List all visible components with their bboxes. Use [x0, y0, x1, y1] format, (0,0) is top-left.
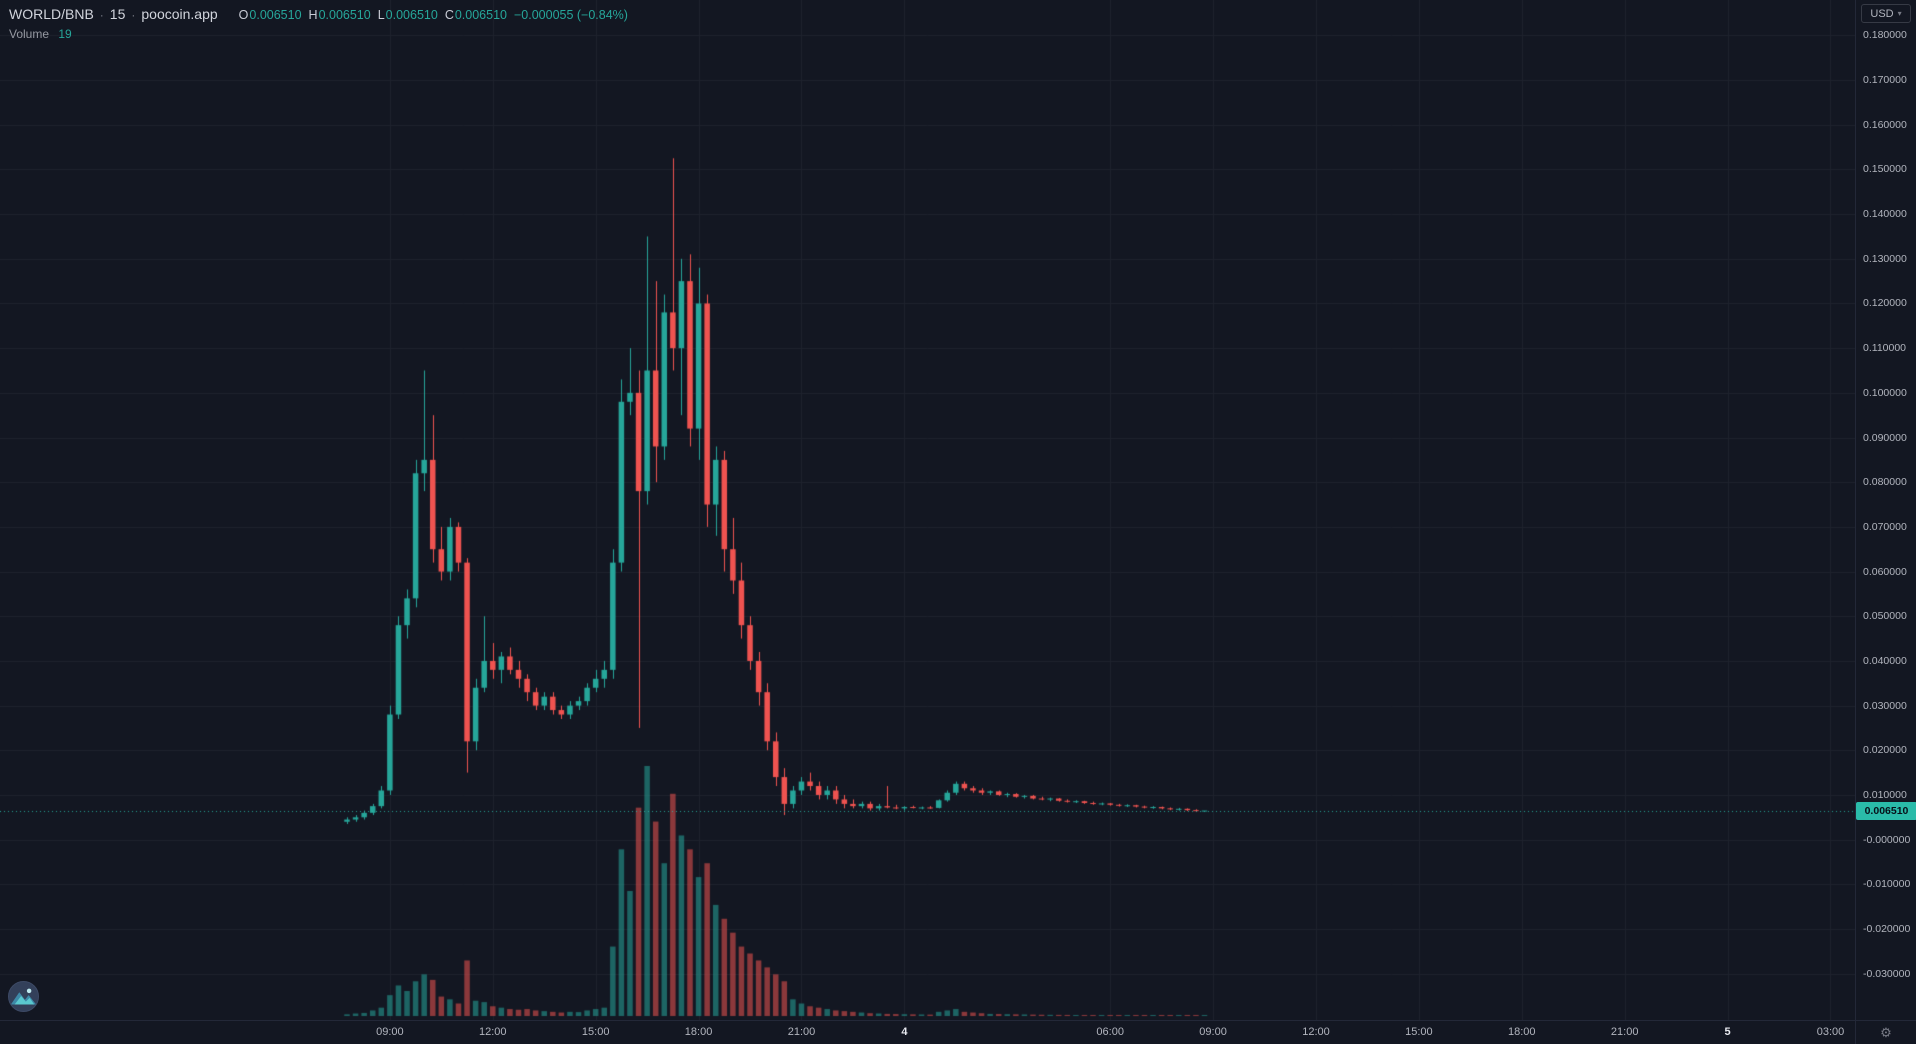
- time-tick-label: 09:00: [1199, 1026, 1227, 1038]
- price-tick-label: -0.000000: [1863, 833, 1911, 846]
- volume-row: Volume 19: [9, 27, 628, 41]
- price-tick-label: 0.170000: [1863, 74, 1907, 87]
- price-tick-label: -0.030000: [1863, 967, 1911, 980]
- time-tick-day-label: 5: [1724, 1026, 1731, 1038]
- chart-legend: WORLD/BNB · 15 · poocoin.app O 0.006510 H…: [9, 6, 628, 41]
- chart-logo[interactable]: [8, 981, 39, 1012]
- price-tick-label: 0.080000: [1863, 476, 1907, 489]
- chevron-down-icon: ▾: [1897, 9, 1902, 18]
- low-value: 0.006510: [385, 8, 438, 22]
- gear-icon: ⚙: [1880, 1024, 1892, 1040]
- price-tick-label: 0.090000: [1863, 431, 1907, 444]
- time-tick-label: 03:00: [1816, 1026, 1845, 1038]
- time-tick-label: 15:00: [581, 1026, 610, 1038]
- volume-label[interactable]: Volume: [9, 27, 50, 41]
- time-tick-label: 21:00: [1610, 1026, 1639, 1038]
- last-price-tag: 0.006510: [1856, 801, 1916, 820]
- high-value: 0.006510: [318, 8, 371, 22]
- volume-value: 19: [58, 27, 72, 41]
- price-tick-label: 0.070000: [1863, 520, 1907, 533]
- time-tick-label: 15:00: [1405, 1026, 1433, 1038]
- separator: ·: [131, 8, 136, 22]
- close-label: C: [444, 8, 454, 22]
- time-tick-label: 12:00: [1302, 1026, 1330, 1038]
- time-tick-label: 18:00: [684, 1026, 713, 1038]
- exchange-name: poocoin.app: [141, 6, 218, 22]
- price-axis[interactable]: USD ▾ 0.006510 0.180000 0.170000 0.160000 0…: [1855, 0, 1916, 1020]
- price-tick-label: 0.120000: [1863, 297, 1907, 310]
- price-tick-label: -0.020000: [1863, 923, 1911, 935]
- high-label: H: [308, 8, 318, 22]
- price-tick-label: 0.040000: [1863, 654, 1907, 667]
- candlestick-chart-canvas[interactable]: [0, 0, 1855, 1020]
- price-tick-label: 0.030000: [1863, 699, 1907, 712]
- interval-value[interactable]: 15: [109, 6, 126, 22]
- price-tick-label: 0.110000: [1863, 342, 1907, 355]
- open-label: O: [238, 8, 249, 22]
- axis-settings-corner[interactable]: ⚙: [1855, 1020, 1916, 1044]
- currency-toggle-button[interactable]: USD ▾: [1861, 4, 1911, 23]
- time-tick-day-label: 4: [901, 1026, 908, 1038]
- open-value: 0.006510: [249, 8, 302, 22]
- price-tick-label: 0.140000: [1863, 208, 1907, 221]
- price-tick-label: 0.100000: [1863, 386, 1907, 399]
- time-tick-label: 18:00: [1508, 1026, 1536, 1038]
- time-axis[interactable]: 09:00 12:00 15:00 18:00 21:00 4 06:00 09:00 12:0…: [0, 1020, 1855, 1044]
- price-tick-label: 0.130000: [1863, 252, 1907, 265]
- close-value: 0.006510: [454, 8, 507, 22]
- price-tick-label: 0.180000: [1863, 29, 1907, 42]
- price-tick-label: 0.050000: [1863, 610, 1907, 623]
- time-tick-label: 06:00: [1096, 1026, 1124, 1038]
- time-tick-label: 09:00: [376, 1026, 404, 1038]
- separator: ·: [99, 8, 104, 22]
- symbol-row: WORLD/BNB · 15 · poocoin.app O 0.006510 H…: [9, 6, 628, 22]
- time-tick-label: 12:00: [479, 1026, 507, 1038]
- mountain-logo-icon: [10, 988, 37, 1005]
- price-tick-label: -0.010000: [1863, 878, 1911, 891]
- symbol-name[interactable]: WORLD/BNB: [9, 6, 94, 22]
- low-label: L: [377, 8, 385, 22]
- ohlc-readout: O 0.006510 H 0.006510 L 0.006510 C 0.006510 …: [232, 8, 628, 22]
- price-tick-label: 0.150000: [1863, 163, 1907, 176]
- change-value: −0.000055 (−0.84%): [513, 8, 628, 22]
- time-tick-label: 21:00: [787, 1026, 816, 1038]
- currency-label: USD: [1870, 7, 1894, 20]
- price-tick-label: 0.020000: [1863, 744, 1907, 757]
- price-tick-label: 0.160000: [1863, 118, 1907, 131]
- price-tick-label: 0.060000: [1863, 565, 1907, 578]
- price-tick-label: 0.010000: [1863, 788, 1907, 801]
